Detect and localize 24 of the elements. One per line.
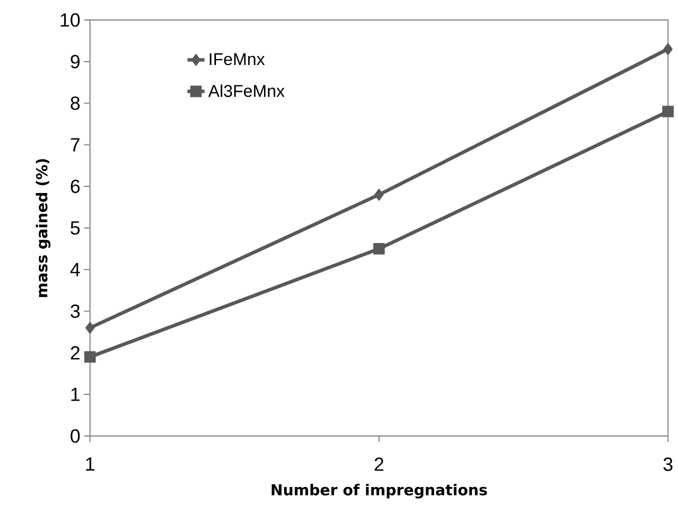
y-tick-label: 9	[70, 54, 80, 68]
y-tick-label: 1	[71, 388, 80, 401]
x-tick-label: 2	[374, 458, 384, 471]
x-axis-title: Number of impregnations	[272, 484, 487, 498]
y-tick-label: 10	[60, 13, 80, 27]
y-tick-label: 6	[70, 180, 80, 194]
y-tick-label: 5	[70, 221, 80, 235]
y-tick-label: 2	[70, 346, 80, 360]
point	[374, 188, 384, 201]
y-axis-title: mass gained (%)	[36, 159, 50, 297]
legend-label: IFeMnx	[210, 53, 265, 66]
y-tick-label: 8	[70, 96, 80, 110]
point	[663, 42, 673, 56]
point	[373, 243, 385, 255]
point	[662, 106, 674, 118]
y-tick-label: 4	[70, 263, 80, 276]
y-tick-label: 0	[70, 429, 80, 443]
y-tick-label: 3	[70, 304, 80, 318]
x-tick-label: 1	[86, 458, 94, 471]
point	[85, 322, 95, 334]
point	[84, 351, 96, 363]
x-tick-label: 3	[663, 458, 672, 471]
y-tick-label: 7	[70, 138, 80, 152]
legend-label: Al3FeMnx	[208, 84, 285, 97]
